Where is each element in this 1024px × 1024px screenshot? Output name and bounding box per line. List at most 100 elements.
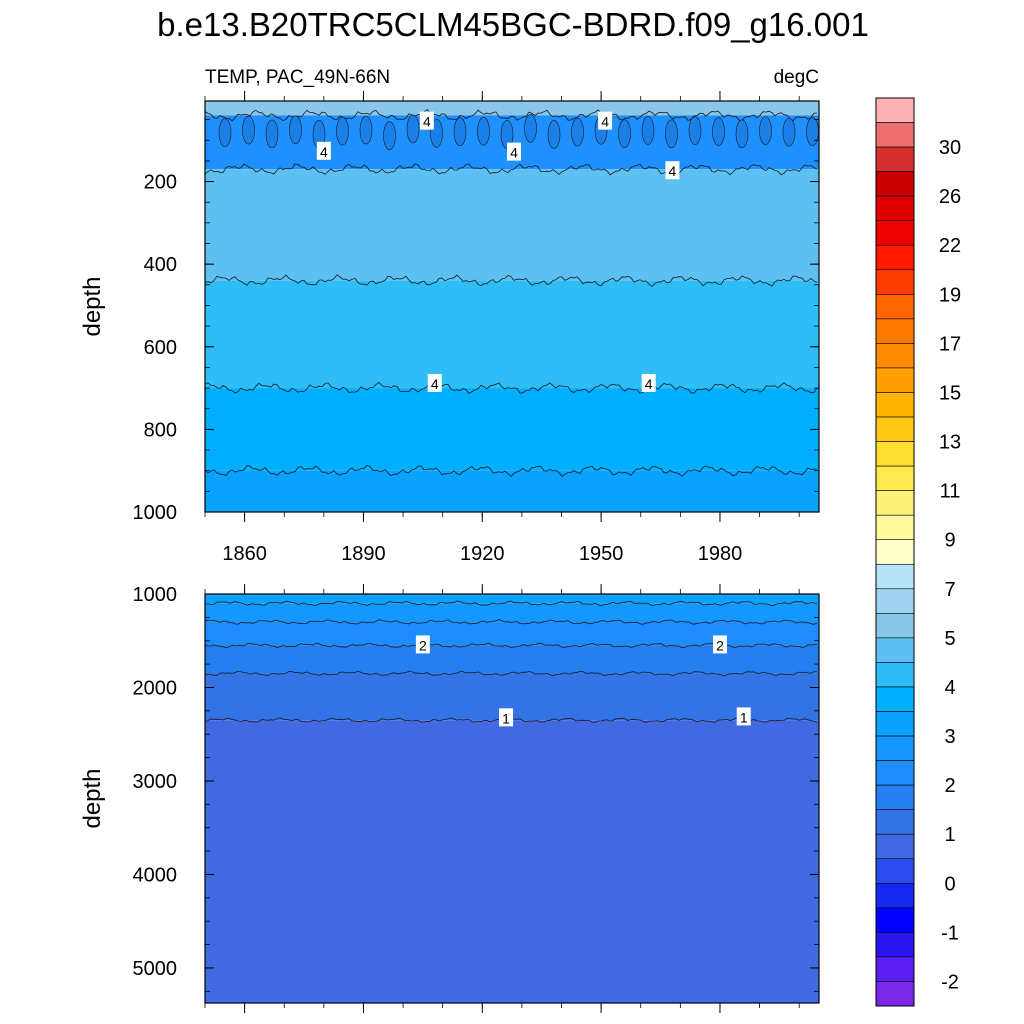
contour-cell	[712, 117, 725, 146]
colorbar-label: -1	[941, 922, 959, 944]
contour-label: 4	[641, 373, 656, 392]
colorbar-box	[875, 465, 915, 491]
lower-panel: 1000 2000 3000 4000 5000 depth 2 2 1 1	[79, 584, 820, 1013]
colorbar-box	[875, 539, 915, 565]
svg-text:1: 1	[740, 709, 748, 725]
contour-cell	[618, 119, 631, 148]
x-tick-label: 1980	[698, 543, 743, 565]
colorbar-label: 4	[944, 677, 955, 699]
colorbar-box	[875, 146, 915, 172]
contour-label: 4	[506, 142, 521, 161]
colorbar-box	[875, 294, 915, 320]
y-axis-label: depth	[79, 768, 106, 828]
colorbar-label: 22	[939, 235, 961, 257]
y-tick-label: 200	[144, 172, 177, 194]
contour-cell	[547, 120, 561, 149]
contour-cell	[383, 121, 396, 150]
svg-text:2: 2	[419, 637, 427, 653]
contour-band	[205, 101, 819, 116]
contour-line	[204, 600, 818, 607]
colorbar-box	[875, 932, 915, 958]
subtitle-left: TEMP, PAC_49N-66N	[205, 67, 390, 88]
y-tick-label: 1000	[133, 584, 178, 606]
plot-frame	[204, 100, 820, 513]
contour-band	[205, 720, 819, 1003]
colorbar-box	[875, 244, 915, 271]
contour-line	[204, 464, 818, 478]
colorbar-label: 7	[944, 579, 955, 601]
y-tick-label: 400	[144, 254, 177, 276]
contour-label: 2	[712, 635, 727, 654]
contour-cell	[782, 117, 796, 147]
colorbar-box	[875, 392, 915, 418]
svg-text:4: 4	[601, 114, 609, 130]
contour-cell	[759, 116, 772, 145]
colorbar-box	[875, 514, 915, 541]
colorbar-label: 13	[939, 432, 961, 454]
colorbar-box	[875, 367, 915, 393]
colorbar-label: -2	[941, 971, 959, 993]
colorbar-label: 11	[940, 481, 961, 503]
contour-cell	[477, 116, 490, 146]
colorbar-box	[875, 735, 915, 761]
contour-band	[205, 169, 819, 281]
colorbar-label: 26	[939, 186, 961, 208]
contour-line	[204, 619, 818, 625]
y-axis-label: depth	[79, 276, 106, 336]
contour-label: 1	[736, 707, 751, 726]
contour-cell	[524, 114, 537, 143]
colorbar-box	[875, 686, 915, 712]
colorbar-box	[875, 269, 915, 295]
contour-band	[205, 280, 819, 389]
contour-label: 4	[316, 141, 331, 160]
svg-text:4: 4	[510, 145, 518, 161]
contour-cell	[359, 115, 373, 145]
colorbar-label: 1	[944, 824, 955, 846]
contour-band	[205, 603, 819, 623]
colorbar-box	[875, 662, 915, 688]
contour-band	[205, 622, 819, 646]
contour-cell	[453, 117, 467, 147]
contour-cell	[218, 118, 232, 147]
x-tick-label: 1890	[341, 543, 386, 565]
colorbar-label: 0	[944, 873, 955, 895]
colorbar-box	[875, 613, 915, 639]
colorbar-label: 5	[944, 628, 955, 650]
colorbar-box	[875, 956, 915, 982]
svg-text:4: 4	[669, 163, 677, 179]
colorbar-label: 3	[944, 726, 955, 748]
colorbar-box	[875, 981, 915, 1007]
colorbar-box	[875, 490, 915, 516]
subtitle-right: degC	[774, 67, 819, 88]
svg-text:4: 4	[320, 144, 328, 160]
contour-cell	[806, 117, 819, 146]
contour-cell	[665, 119, 678, 149]
svg-text:4: 4	[431, 376, 439, 392]
colorbar-box	[875, 343, 915, 369]
contour-cell	[406, 114, 420, 144]
plot-frame	[204, 593, 820, 1004]
contour-line	[204, 108, 818, 122]
contour-cell	[336, 116, 349, 146]
colorbar-box	[875, 318, 915, 344]
colorbar-box	[875, 858, 915, 884]
contour-cell	[265, 119, 279, 149]
contour-line	[204, 274, 818, 288]
colorbar-box	[875, 833, 915, 860]
contour-label: 4	[427, 373, 442, 392]
colorbar-label: 2	[944, 775, 955, 797]
contour-band	[205, 388, 819, 471]
colorbar-box	[875, 171, 915, 197]
contour-cell	[242, 115, 255, 145]
colorbar-label: 9	[944, 530, 955, 552]
colorbar-box	[875, 97, 915, 123]
contour-cell	[571, 117, 584, 147]
y-tick-label: 3000	[133, 771, 178, 793]
colorbar-box	[875, 760, 915, 786]
contour-label: 4	[419, 111, 434, 130]
colorbar-box	[875, 907, 915, 933]
colorbar-box	[875, 588, 915, 614]
figure-title: b.e13.B20TRC5CLM45BGC-BDRD.f09_g16.001	[157, 6, 869, 43]
colorbar-box	[875, 637, 915, 663]
